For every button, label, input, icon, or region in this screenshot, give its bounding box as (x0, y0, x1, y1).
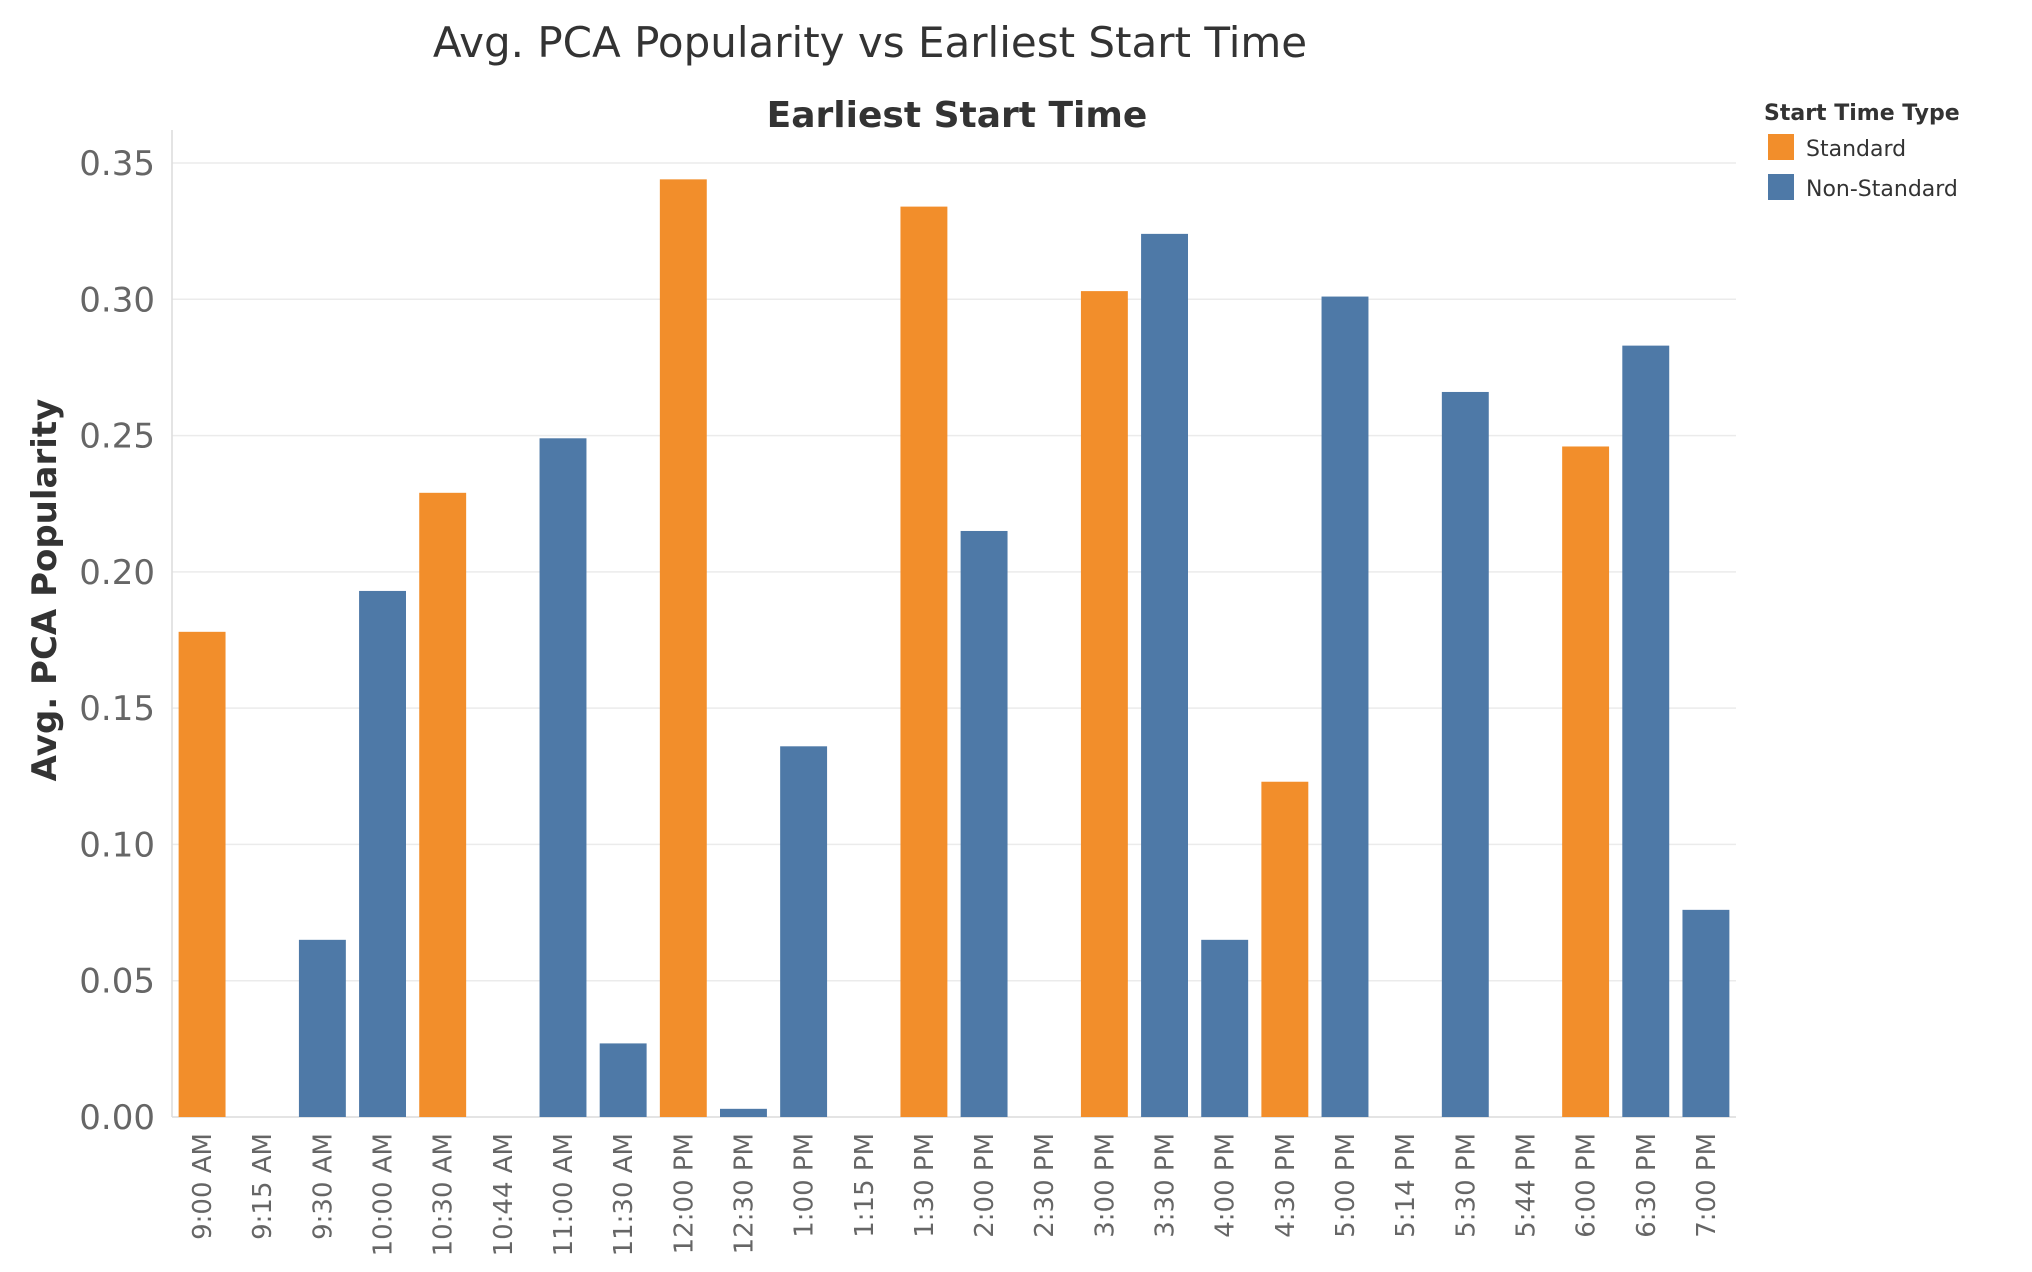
x-tick-label: 1:15 PM (850, 1133, 880, 1238)
bar (419, 492, 467, 1118)
bar (1682, 909, 1730, 1117)
bar (359, 590, 406, 1117)
y-tick-label: 0.10 (79, 825, 155, 865)
x-tick-label: 9:30 AM (308, 1133, 338, 1240)
legend: Start Time Type Standard Non-Standard (1764, 101, 1960, 202)
gridlines (171, 130, 1736, 1118)
bars (178, 179, 1730, 1118)
y-tick-label: 0.35 (79, 144, 155, 184)
x-tick-label: 4:00 PM (1211, 1133, 1241, 1238)
bar (1261, 781, 1309, 1117)
x-axis-ticks: 9:00 AM 9:15 AM 9:30 AM 10:00 AM 10:30 AM 10:… (188, 1133, 1722, 1256)
x-tick-label: 5:00 PM (1331, 1133, 1361, 1238)
x-tick-label: 3:00 PM (1090, 1133, 1120, 1238)
bar (298, 939, 346, 1117)
bar (1321, 296, 1369, 1117)
chart-title: Avg. PCA Popularity vs Earliest Start Ti… (433, 18, 1307, 67)
bar (178, 631, 226, 1117)
x-tick-label: 11:30 AM (609, 1133, 639, 1256)
bar (659, 179, 707, 1118)
x-tick-label: 5:30 PM (1451, 1133, 1481, 1238)
bar (780, 746, 828, 1117)
x-tick-label: 11:00 AM (549, 1133, 579, 1256)
bar (1201, 939, 1249, 1117)
x-tick-label: 10:30 AM (429, 1133, 459, 1256)
x-tick-label: 12:30 PM (729, 1133, 759, 1254)
bar (1622, 345, 1670, 1117)
legend-label-non-standard: Non-Standard (1806, 177, 1958, 202)
x-tick-label: 10:00 AM (369, 1133, 399, 1256)
y-tick-label: 0.30 (79, 280, 155, 320)
x-tick-label: 1:00 PM (790, 1133, 820, 1238)
legend-title: Start Time Type (1764, 101, 1960, 126)
x-tick-label: 2:00 PM (970, 1133, 1000, 1238)
x-tick-label: 10:44 AM (489, 1133, 519, 1256)
y-tick-label: 0.25 (79, 417, 155, 457)
x-tick-label: 5:14 PM (1391, 1133, 1421, 1238)
y-tick-label: 0.15 (79, 689, 155, 729)
x-tick-label: 12:00 PM (669, 1133, 699, 1254)
x-tick-label: 6:00 PM (1572, 1133, 1602, 1238)
bar (720, 1108, 767, 1117)
x-axis-heading: Earliest Start Time (767, 95, 1148, 136)
x-tick-label: 9:00 AM (188, 1133, 218, 1240)
bar (1141, 233, 1188, 1117)
bar (599, 1043, 647, 1117)
bar (960, 530, 1008, 1117)
x-tick-label: 9:15 AM (248, 1133, 278, 1240)
bar (1562, 446, 1610, 1118)
y-tick-label: 0.20 (79, 553, 155, 593)
x-tick-label: 2:30 PM (1030, 1133, 1060, 1238)
y-tick-label: 0.05 (79, 962, 155, 1002)
bar (900, 206, 948, 1117)
x-tick-label: 5:44 PM (1511, 1133, 1541, 1238)
legend-swatch-non-standard (1768, 174, 1794, 200)
x-tick-label: 6:30 PM (1632, 1133, 1662, 1238)
x-tick-label: 4:30 PM (1271, 1133, 1301, 1238)
y-axis-ticks: 0.00 0.05 0.10 0.15 0.20 0.25 0.30 0.35 (79, 144, 155, 1138)
x-tick-label: 7:00 PM (1692, 1133, 1722, 1238)
bar (539, 438, 587, 1118)
y-axis-label: Avg. PCA Popularity (25, 399, 65, 782)
bar (1441, 391, 1489, 1118)
legend-swatch-standard (1768, 134, 1794, 160)
y-tick-label: 0.00 (79, 1098, 155, 1138)
x-tick-label: 1:30 PM (910, 1133, 940, 1238)
x-tick-label: 3:30 PM (1151, 1133, 1181, 1238)
bar (1080, 291, 1128, 1117)
legend-label-standard: Standard (1806, 137, 1906, 162)
